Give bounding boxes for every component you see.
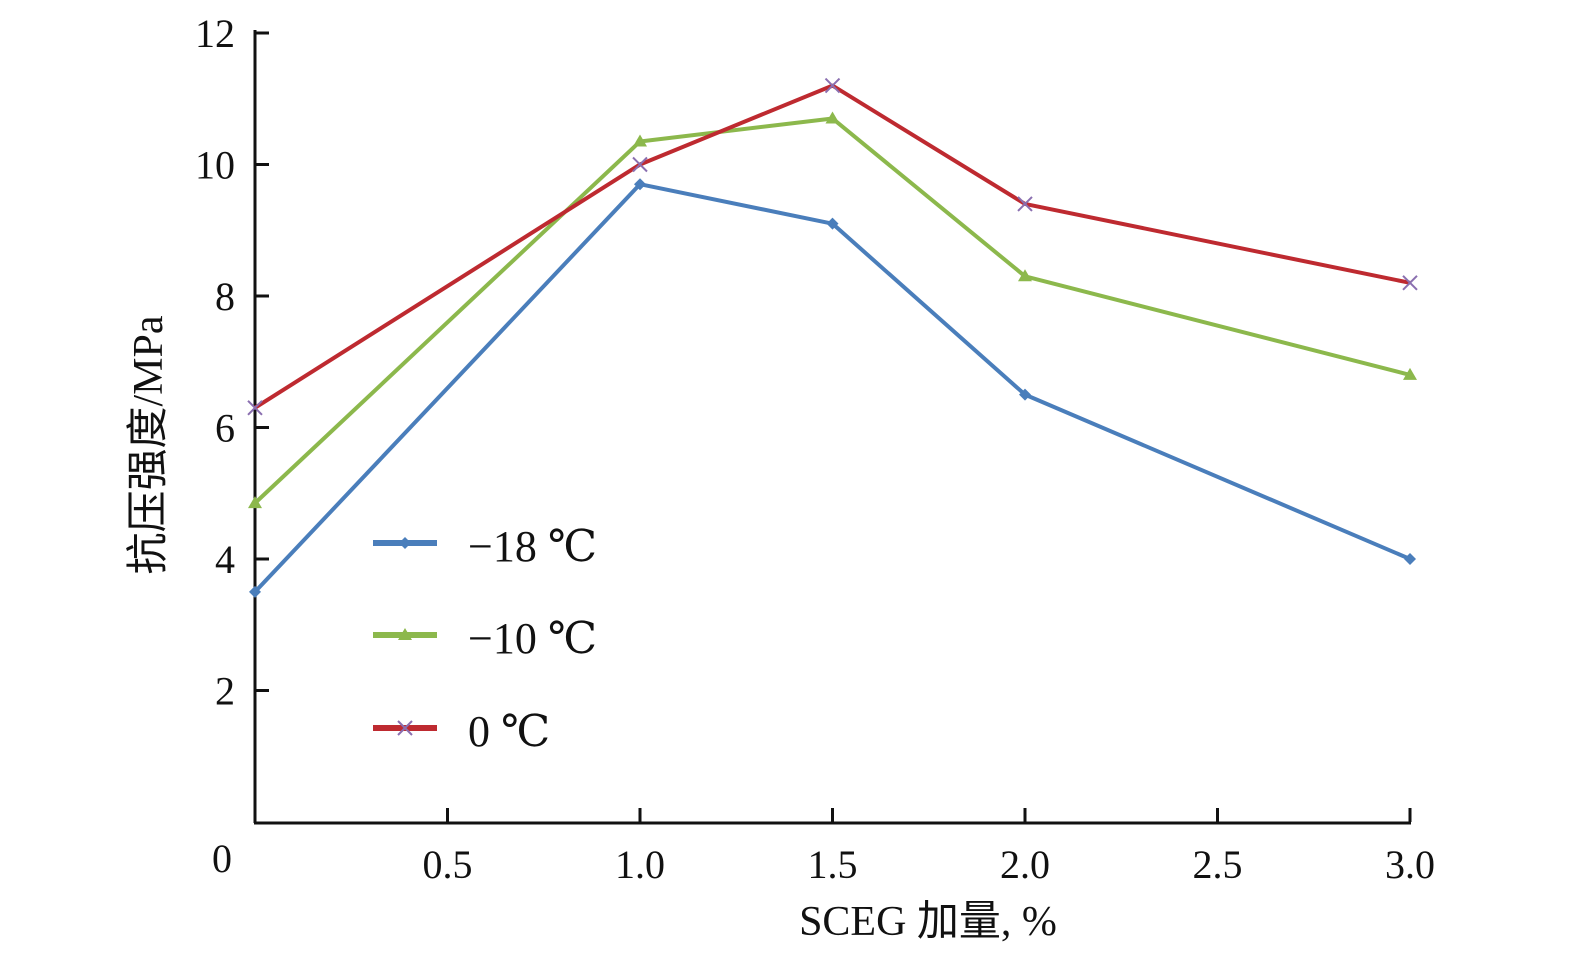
data-point [1402,275,1418,291]
data-point [1019,388,1031,401]
legend-item: −10 ℃ [373,614,597,663]
series-line [253,83,1411,410]
x-tick-label: 2.5 [1193,842,1243,887]
legend-item: −18 ℃ [373,522,597,571]
y-tick-label: 2 [215,669,235,714]
legend-item: 0 ℃ [373,707,550,756]
y-tick-label: 10 [195,143,235,188]
y-axis-label: 抗压强度/MPa [125,315,172,574]
x-tick-label: 1.5 [808,842,858,887]
series-0 [249,178,1416,598]
data-point [633,134,647,147]
legend-label: −10 ℃ [468,614,597,663]
legend-marker [399,537,411,549]
x-tick-label: 1.0 [615,842,665,887]
legend-label: 0 ℃ [468,707,550,756]
x-tick-label: 2.0 [1000,842,1050,887]
data-point [824,77,841,94]
x-tick-label: 0.5 [423,842,473,887]
data-point [1404,553,1416,565]
data-point [634,178,646,191]
y-tick-label: 6 [215,406,235,451]
legend-marker [397,720,413,736]
y-tick-label: 12 [195,11,235,56]
y-tick-label: 8 [215,274,235,319]
data-point [826,217,839,230]
series-1 [248,111,1417,509]
origin-label: 0 [212,836,232,881]
data-point [1018,269,1032,282]
data-point [825,111,840,124]
y-tick-label: 4 [215,537,235,582]
data-point [249,585,261,598]
x-axis-label: SCEG 加量, % [799,899,1057,945]
data-point [1403,367,1417,380]
data-point [247,400,263,416]
data-point [248,496,262,509]
data-point [1017,196,1033,212]
legend-marker [398,628,412,640]
legend-label: −18 ℃ [468,522,597,571]
series-2 [247,77,1418,416]
data-point [632,156,648,173]
x-tick-label: 3.0 [1385,842,1435,887]
series-line [253,116,1411,505]
